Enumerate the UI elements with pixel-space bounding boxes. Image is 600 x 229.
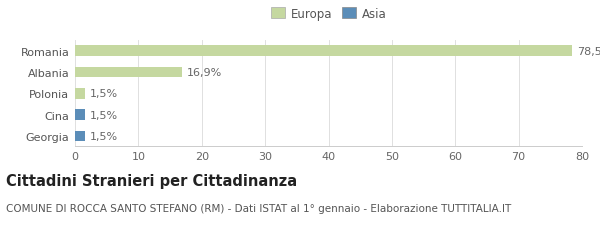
Text: 16,9%: 16,9%	[187, 68, 223, 78]
Bar	[75, 131, 85, 142]
Text: 1,5%: 1,5%	[89, 110, 118, 120]
Legend: Europa, Asia: Europa, Asia	[266, 3, 391, 25]
Bar	[75, 67, 182, 78]
Text: 78,5%: 78,5%	[578, 46, 600, 56]
Text: 1,5%: 1,5%	[89, 131, 118, 142]
Text: 1,5%: 1,5%	[89, 89, 118, 99]
Bar	[75, 110, 85, 120]
Text: Cittadini Stranieri per Cittadinanza: Cittadini Stranieri per Cittadinanza	[6, 173, 297, 188]
Text: COMUNE DI ROCCA SANTO STEFANO (RM) - Dati ISTAT al 1° gennaio - Elaborazione TUT: COMUNE DI ROCCA SANTO STEFANO (RM) - Dat…	[6, 203, 511, 213]
Bar	[75, 46, 572, 57]
Bar	[75, 89, 85, 99]
